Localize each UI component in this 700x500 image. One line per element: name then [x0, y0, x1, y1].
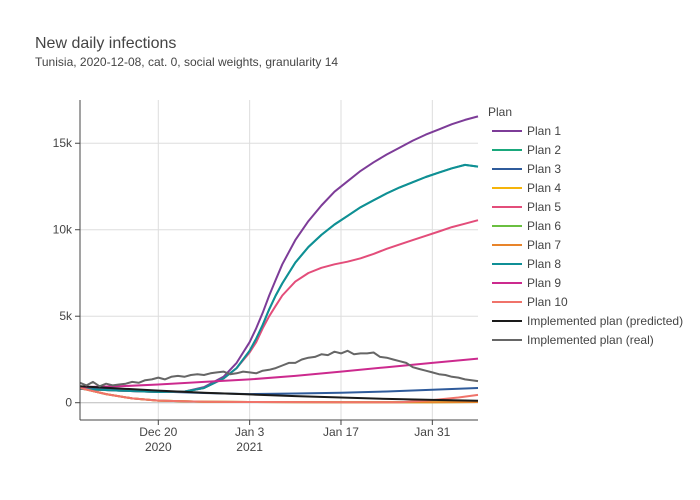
series-line-12	[79, 349, 479, 388]
series-line-2	[79, 163, 479, 393]
legend-title: Plan	[488, 105, 512, 119]
grid-layer	[80, 100, 478, 420]
legend-item-4[interactable]: Plan 4	[492, 181, 561, 195]
y-tick-label: 15k	[53, 136, 73, 150]
chart-subtitle: Tunisia, 2020-12-08, cat. 0, social weig…	[35, 55, 339, 69]
legend-label: Plan 7	[527, 238, 561, 252]
legend-item-10[interactable]: Plan 10	[492, 295, 568, 309]
legend-label: Plan 3	[527, 162, 561, 176]
series-line-8	[79, 163, 479, 393]
legend-label: Plan 8	[527, 257, 561, 271]
legend-item-11[interactable]: Implemented plan (predicted)	[492, 314, 683, 328]
legend-item-6[interactable]: Plan 6	[492, 219, 561, 233]
legend-item-5[interactable]: Plan 5	[492, 200, 561, 214]
chart-title: New daily infections	[35, 35, 177, 52]
legend-item-2[interactable]: Plan 2	[492, 143, 561, 157]
x-tick-sublabel: 2020	[145, 440, 172, 454]
series-layer	[79, 115, 479, 404]
legend-label: Plan 2	[527, 143, 561, 157]
legend-label: Plan 9	[527, 276, 561, 290]
x-tick-label: Jan 3	[235, 425, 265, 439]
legend-label: Plan 5	[527, 200, 561, 214]
x-tick-label: Jan 17	[323, 425, 359, 439]
x-tick-label: Dec 20	[139, 425, 177, 439]
series-line-11	[79, 385, 479, 402]
x-tick-label: Jan 31	[414, 425, 450, 439]
legend-item-7[interactable]: Plan 7	[492, 238, 561, 252]
legend-item-12[interactable]: Implemented plan (real)	[492, 333, 654, 347]
legend-label: Plan 6	[527, 219, 561, 233]
legend[interactable]: Plan Plan 1 Plan 2 Plan 3 Plan 4 Plan 5 Plan 6…	[488, 105, 683, 347]
y-tick-label: 0	[65, 396, 72, 410]
series-line-1	[79, 115, 479, 393]
x-tick-sublabel: 2021	[236, 440, 263, 454]
legend-label: Implemented plan (real)	[527, 333, 654, 347]
legend-item-9[interactable]: Plan 9	[492, 276, 561, 290]
legend-label: Plan 4	[527, 181, 561, 195]
legend-label: Plan 10	[527, 295, 568, 309]
legend-label: Implemented plan (predicted)	[527, 314, 683, 328]
y-tick-label: 10k	[53, 223, 73, 237]
y-tick-label: 5k	[59, 309, 73, 323]
legend-label: Plan 1	[527, 124, 561, 138]
legend-item-1[interactable]: Plan 1	[492, 124, 561, 138]
legend-item-8[interactable]: Plan 8	[492, 257, 561, 271]
legend-item-3[interactable]: Plan 3	[492, 162, 561, 176]
